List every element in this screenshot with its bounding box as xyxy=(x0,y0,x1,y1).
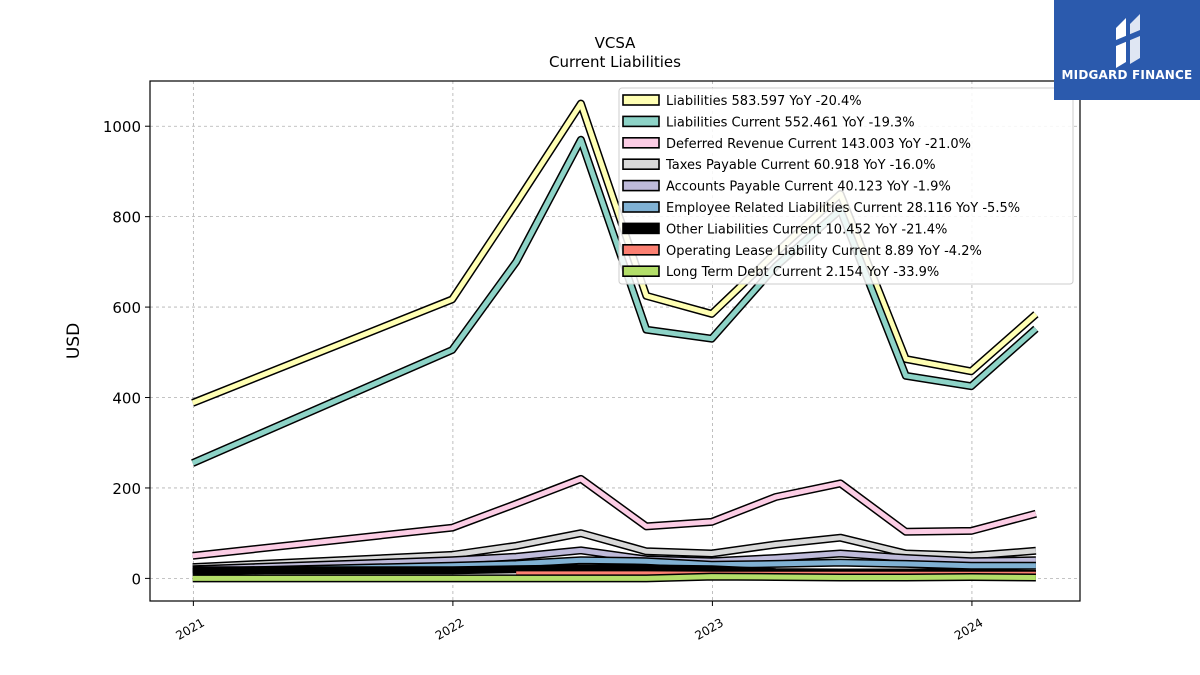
legend-swatch xyxy=(622,179,660,192)
series-layer xyxy=(191,99,1039,583)
x-tick-label: 2024 xyxy=(952,615,985,642)
legend-label: Other Liabilities Current 10.452 YoY -21… xyxy=(666,222,947,237)
legend-label: Operating Lease Liability Current 8.89 Y… xyxy=(666,244,982,259)
series-stroke xyxy=(192,530,1037,570)
y-tick-label: 1000 xyxy=(103,118,141,136)
legend-item-2: Deferred Revenue Current 143.003 YoY -21… xyxy=(622,137,971,152)
y-tick-label: 200 xyxy=(112,480,141,498)
y-tick-label: 800 xyxy=(112,209,141,227)
brand-name: MIDGARD FINANCE xyxy=(1061,68,1193,82)
series-line-3 xyxy=(192,529,1037,572)
legend-item-5: Employee Related Liabilities Current 28.… xyxy=(622,201,1020,216)
legend-item-6: Other Liabilities Current 10.452 YoY -21… xyxy=(622,222,947,237)
y-tick-label: 400 xyxy=(112,390,141,408)
plot-frame xyxy=(149,80,1081,602)
legend-item-7: Operating Lease Liability Current 8.89 Y… xyxy=(622,244,982,259)
legend-item-4: Accounts Payable Current 40.123 YoY -1.9… xyxy=(622,179,951,195)
series-line-0 xyxy=(191,99,1039,407)
series-line-8 xyxy=(192,572,1036,583)
series-line-1 xyxy=(191,135,1039,467)
legend-box xyxy=(618,87,1074,285)
x-tick-label: 2022 xyxy=(433,615,466,642)
series-stroke xyxy=(192,574,1036,581)
legend-label: Long Term Debt Current 2.154 YoY -33.9% xyxy=(666,265,939,280)
legend-swatch xyxy=(622,222,660,235)
legend-label: Employee Related Liabilities Current 28.… xyxy=(666,201,1020,216)
legend: Liabilities 583.597 YoY -20.4% Liabilitie… xyxy=(618,87,1074,285)
y-tick-label: 0 xyxy=(131,570,141,588)
x-tick-label: 2023 xyxy=(692,615,725,642)
legend-item-8: Long Term Debt Current 2.154 YoY -33.9% xyxy=(622,265,939,280)
legend-swatch xyxy=(622,201,660,213)
series-stroke xyxy=(191,137,1038,466)
legend-label: Liabilities Current 552.461 YoY -19.3% xyxy=(666,115,915,130)
series-line-2 xyxy=(192,474,1037,560)
legend-swatch xyxy=(622,94,660,106)
series-line-5 xyxy=(192,556,1036,576)
legend-swatch xyxy=(622,244,660,256)
y-tick-label: 600 xyxy=(112,299,141,317)
legend-item-1: Liabilities Current 552.461 YoY -19.3% xyxy=(622,115,915,130)
legend-label: Deferred Revenue Current 143.003 YoY -21… xyxy=(666,137,971,152)
brand-logo: MIDGARD FINANCE xyxy=(1054,0,1200,100)
series-stroke xyxy=(192,557,1036,575)
series-stroke xyxy=(191,101,1038,406)
chart-title: VCSA xyxy=(595,34,637,52)
legend-label: Taxes Payable Current 60.918 YoY -16.0% xyxy=(665,158,936,173)
y-axis-label: USD xyxy=(64,323,84,359)
legend-item-0: Liabilities 583.597 YoY -20.4% xyxy=(622,94,862,109)
legend-item-3: Taxes Payable Current 60.918 YoY -16.0% xyxy=(622,158,936,173)
legend-label: Accounts Payable Current 40.123 YoY -1.9… xyxy=(666,180,951,195)
x-tick-label: 2021 xyxy=(173,615,206,642)
legend-label: Liabilities 583.597 YoY -20.4% xyxy=(666,94,862,109)
legend-swatch xyxy=(622,265,660,278)
chart-subtitle: Current Liabilities xyxy=(549,53,681,71)
legend-swatch xyxy=(622,158,660,170)
legend-swatch xyxy=(622,137,660,149)
midgard-logo-icon xyxy=(1116,14,1140,68)
series-stroke xyxy=(192,476,1037,559)
legend-swatch xyxy=(622,115,660,128)
